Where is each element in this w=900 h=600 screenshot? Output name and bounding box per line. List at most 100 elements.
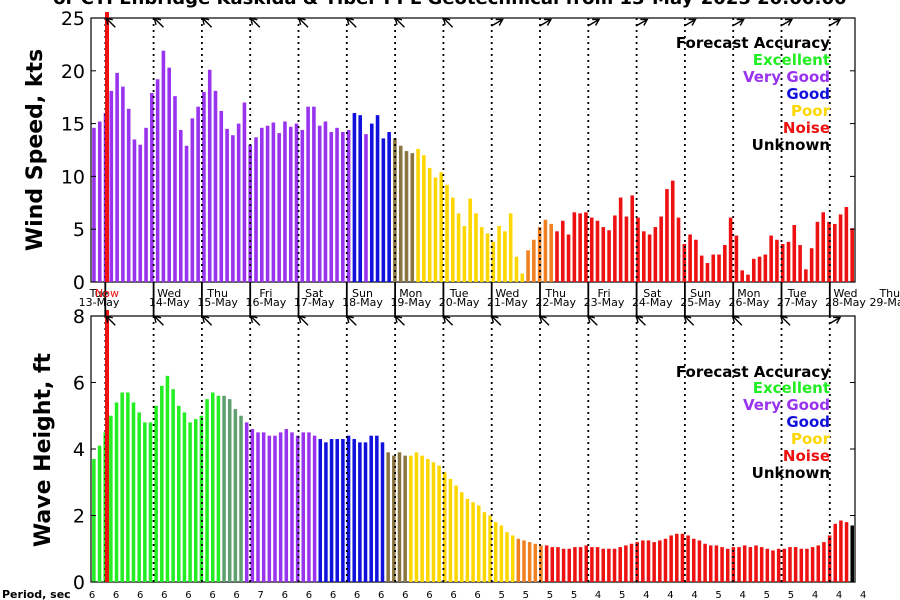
period-value: 4 [836, 590, 842, 600]
arrow-shaft [106, 316, 116, 326]
bar [194, 419, 198, 582]
arrow-head [249, 315, 258, 323]
bar [202, 91, 206, 282]
bar [850, 525, 854, 582]
period-value: 6 [354, 590, 360, 600]
arrow-shaft [539, 19, 551, 27]
direction-arrow [828, 316, 842, 325]
bar [815, 221, 820, 282]
bar [665, 189, 669, 282]
bar [647, 234, 652, 282]
direction-arrow [201, 17, 213, 28]
period-value: 6 [185, 590, 191, 600]
bar [369, 435, 373, 582]
bar [549, 223, 553, 282]
bar [590, 547, 594, 582]
date-label: 18-May [342, 296, 383, 309]
bar [273, 435, 277, 582]
bar [409, 455, 413, 582]
direction-arrow [105, 17, 116, 28]
bar [561, 548, 566, 582]
day-of-week-label: Tue [787, 287, 807, 300]
direction-arrow [538, 315, 550, 326]
arrow-shaft [780, 19, 792, 27]
bar [120, 392, 124, 582]
direction-arrow [442, 17, 454, 28]
bar [641, 540, 645, 582]
bar [236, 123, 241, 282]
bar [341, 439, 345, 582]
now-label: Now [95, 287, 119, 300]
y-tick-label: 5 [73, 219, 85, 241]
legend-item: Good [786, 85, 830, 103]
bar [827, 535, 832, 582]
arrow-head [640, 18, 649, 26]
arrow-head [346, 17, 354, 25]
date-label: 24-May [632, 296, 673, 309]
direction-arrow [394, 315, 405, 326]
y-tick-label: 0 [73, 272, 85, 294]
arrow-shaft [684, 316, 695, 326]
bar [431, 462, 436, 582]
bar [318, 439, 323, 582]
direction-arrow [297, 315, 309, 326]
date-label: 29-May [869, 296, 900, 309]
bar [335, 127, 339, 282]
bar [508, 213, 513, 282]
bar [839, 520, 843, 582]
bar [420, 455, 424, 582]
legend-item: Noise [783, 447, 830, 465]
chart-title: or CTI Enbridge Kaskida & Tiber PPL Geot… [53, 0, 846, 9]
direction-arrow [490, 315, 502, 326]
bar [468, 198, 472, 282]
y-tick-label: 4 [73, 439, 85, 461]
bar [612, 548, 617, 582]
bar [216, 395, 221, 582]
direction-arrow [394, 17, 405, 28]
arrow-head [688, 18, 697, 26]
bar [810, 547, 815, 582]
bar [555, 231, 559, 282]
bar [595, 220, 600, 282]
bar [171, 389, 175, 582]
arrow-shaft [395, 316, 405, 326]
bar [306, 106, 310, 282]
arrow-shaft [299, 316, 309, 326]
bar [798, 245, 802, 282]
bar [138, 144, 143, 282]
y-tick-label: 20 [61, 61, 85, 83]
bar [160, 385, 164, 582]
day-of-week-label: Sat [305, 287, 324, 300]
bar [833, 523, 837, 582]
bar [114, 402, 119, 582]
arrow-shaft [683, 19, 695, 27]
period-value: 6 [402, 590, 408, 600]
bar [398, 145, 403, 282]
date-label: 20-May [439, 296, 480, 309]
bar [261, 432, 266, 583]
bar [520, 273, 525, 282]
direction-arrow [249, 17, 261, 28]
y-tick-label: 6 [73, 373, 85, 395]
bar [714, 545, 719, 582]
period-value: 6 [89, 590, 95, 600]
bar [167, 67, 171, 282]
bar [556, 547, 560, 582]
direction-arrow [491, 18, 504, 27]
arrow-shaft [491, 19, 503, 27]
bar [642, 231, 646, 282]
arrow-head [153, 315, 162, 323]
date-label: 26-May [729, 296, 770, 309]
direction-arrow [442, 315, 454, 326]
bar [630, 195, 635, 282]
arrow-head [346, 315, 354, 323]
date-label: 13-May [79, 296, 120, 309]
bar [207, 69, 212, 283]
arrow-shaft [202, 18, 213, 28]
bar [804, 269, 808, 282]
bar [380, 442, 385, 582]
bar [317, 125, 322, 283]
arrow-shaft [250, 18, 261, 28]
direction-arrow [780, 18, 794, 27]
bar [244, 422, 249, 582]
